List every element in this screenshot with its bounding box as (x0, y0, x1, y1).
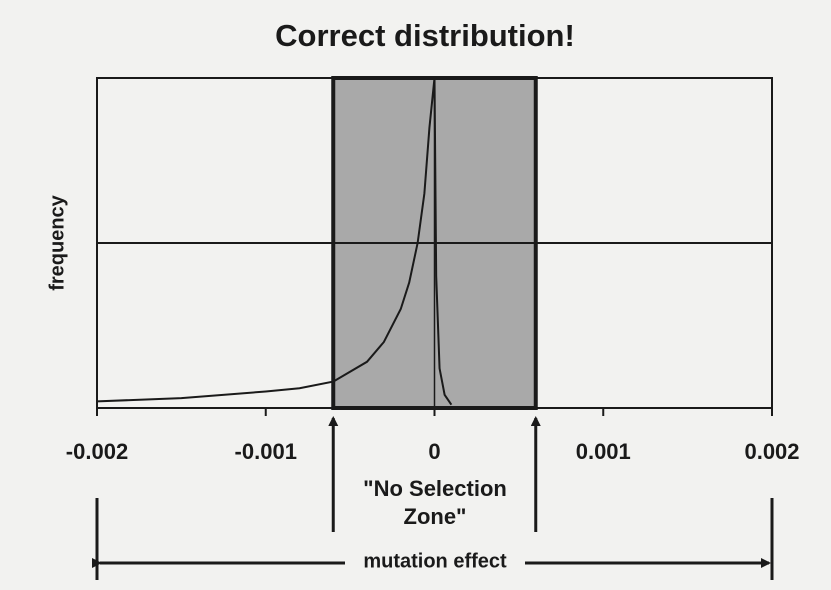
chart-title: Correct distribution! (275, 18, 575, 53)
x-tick-label: -0.001 (235, 439, 297, 464)
x-axis-label: mutation effect (363, 550, 507, 572)
frequency-curve (96, 77, 453, 406)
x-tick-label: 0 (428, 439, 440, 464)
annotation: "No Selection (363, 476, 507, 501)
y-axis-label: frequency (46, 194, 68, 290)
annotation: Zone" (404, 504, 467, 529)
x-tick-label: -0.002 (66, 439, 128, 464)
x-tick-label: 0.001 (576, 439, 631, 464)
x-tick-label: 0.002 (744, 439, 799, 464)
label-bg (345, 549, 525, 575)
